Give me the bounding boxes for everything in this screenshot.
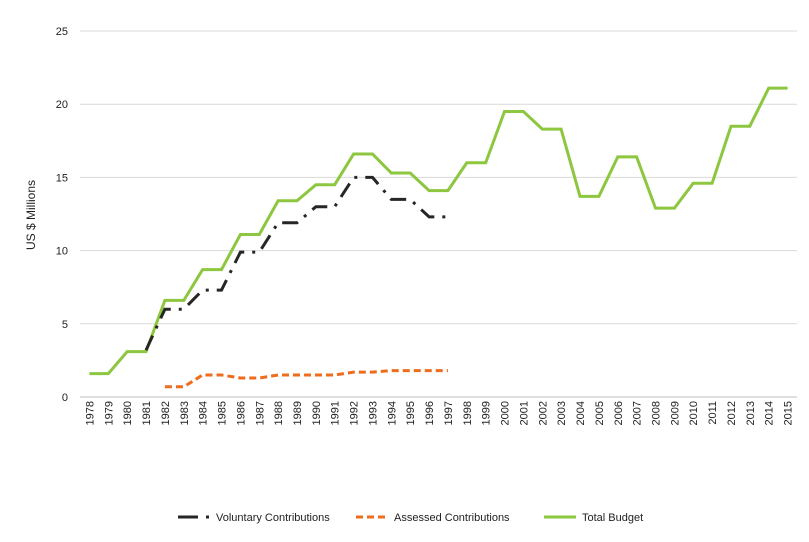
x-tick-label: 2008 [650,401,662,425]
x-tick-label: 1986 [235,401,247,425]
legend-label: Voluntary Contributions [216,512,330,524]
series-lines [89,86,788,389]
x-tick-label: 1980 [122,401,134,425]
x-tick-label: 2007 [632,401,644,425]
y-tick-label: 0 [62,392,68,404]
x-tick-label: 2001 [518,401,530,425]
x-tick-label: 1983 [179,401,191,425]
x-tick-label: 1996 [424,401,436,425]
legend-label: Total Budget [582,512,643,524]
x-tick-label: 2014 [764,401,776,425]
series-line-assessed-contributions [164,369,448,389]
x-tick-label: 2002 [537,401,549,425]
x-tick-label: 1987 [254,401,266,425]
x-tick-label: 2013 [745,401,757,425]
x-tick-label: 1993 [367,401,379,425]
x-tick-label: 1990 [311,401,323,425]
x-tick-label: 1984 [198,401,210,425]
x-tick-label: 2004 [575,401,587,425]
x-tick-label: 2009 [669,401,681,425]
x-tick-label: 2005 [594,401,606,425]
x-tick-label: 1979 [103,401,115,425]
series-line-voluntary-contributions [144,175,448,351]
x-tick-label: 1999 [481,401,493,425]
series-line-total-budget [89,86,788,376]
gridlines [80,30,797,398]
x-tick-label: 1989 [292,401,304,425]
x-tick-label: 2003 [556,401,568,425]
legend-label: Assessed Contributions [394,512,510,524]
x-tick-label: 2000 [500,401,512,425]
x-tick-label: 1994 [386,401,398,425]
x-tick-label: 1995 [405,401,417,425]
y-tick-label: 20 [56,99,68,111]
x-tick-label: 1985 [217,401,229,425]
x-tick-label: 1992 [349,401,361,425]
legend: Voluntary Contributions Assessed Contribu… [178,512,643,524]
x-tick-label: 1997 [443,401,455,425]
x-tick-label: 1978 [84,401,96,425]
x-tick-label: 1998 [462,401,474,425]
y-tick-label: 25 [56,26,68,38]
x-tick-label: 2006 [613,401,625,425]
x-tick-label: 1981 [141,401,153,425]
x-tick-label: 2012 [726,401,738,425]
y-tick-label: 10 [56,246,68,258]
y-tick-label: 15 [56,172,68,184]
y-axis-label: US $ Millions [24,180,38,250]
y-axis-ticks: 0 5 10 15 20 25 [56,26,68,404]
x-tick-label: 1982 [160,401,172,425]
x-tick-label: 2015 [783,401,795,425]
x-tick-label: 1991 [330,401,342,425]
x-tick-label: 2011 [707,401,719,425]
x-axis-ticks: 1978 1979 1980 1981 1982 1983 1984 1985 1986 1987… [84,401,794,425]
x-tick-label: 1988 [273,401,285,425]
y-tick-label: 5 [62,319,68,331]
x-tick-label: 2010 [688,401,700,425]
